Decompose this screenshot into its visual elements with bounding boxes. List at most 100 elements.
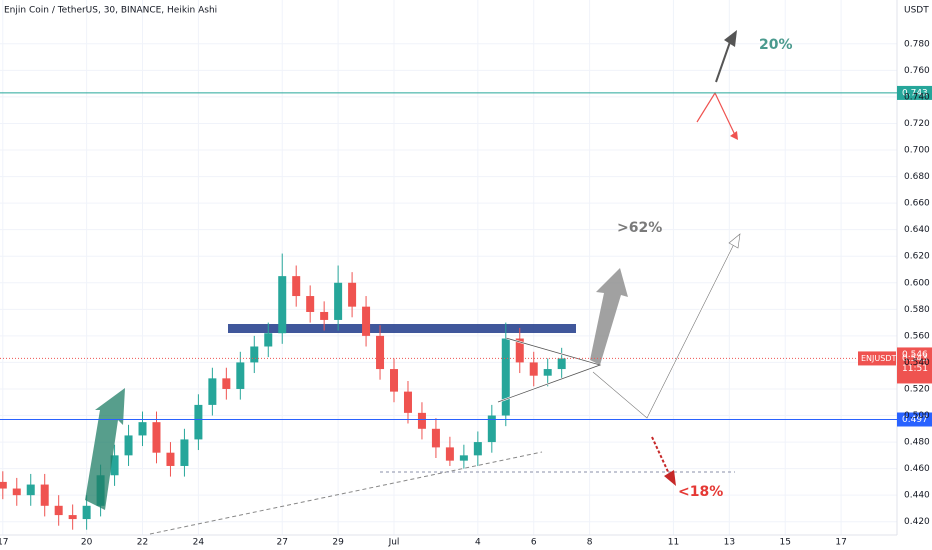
arrow-down-red-head: [664, 470, 676, 486]
trendline: [149, 451, 543, 535]
x-tick-label: 20: [81, 538, 93, 548]
x-tick-label: 24: [193, 538, 205, 548]
price-label-box: [897, 347, 932, 384]
y-tick-label: 0.740: [904, 92, 930, 102]
y-tick-label: 0.640: [904, 225, 930, 235]
x-tick-label: 6: [531, 538, 537, 548]
x-tick-label: 27: [277, 538, 288, 548]
arrow-up-top-head: [724, 30, 737, 47]
y-tick-label: 0.500: [904, 411, 930, 421]
projection-edge: [592, 237, 738, 419]
countdown: 11:51: [902, 364, 928, 374]
y-tick-label: 0.480: [904, 438, 930, 448]
x-tick-label: Jul: [388, 538, 400, 548]
candle-body: [334, 282, 343, 320]
arrow-down-red: [651, 436, 671, 477]
symbol-box: [858, 351, 896, 366]
x-tick-label: 13: [724, 538, 735, 548]
candle-body: [278, 276, 287, 334]
annotation: <18%: [678, 484, 723, 500]
candle-body: [348, 282, 357, 307]
arrow-up-gray: [590, 268, 628, 365]
candle-body: [208, 378, 217, 405]
candle-body: [264, 333, 273, 347]
projection-arrowhead: [728, 233, 741, 249]
candle-body: [138, 422, 147, 436]
y-tick-label: 0.760: [904, 66, 930, 76]
price-label: 0.546: [902, 350, 928, 360]
price-label: 0.497: [902, 415, 928, 425]
x-tick-label: 17: [835, 538, 846, 548]
y-tick-label: 0.600: [904, 278, 930, 288]
candle-body: [431, 428, 440, 448]
chart-title: Enjin Coin / TetherUS, 30, BINANCE, Heik…: [4, 6, 217, 16]
candle-body: [362, 306, 371, 336]
grid: [0, 0, 897, 535]
candle-body: [292, 276, 301, 297]
x-tick-label: 22: [137, 538, 148, 548]
candle-body: [501, 338, 510, 416]
x-tick-label: 4: [475, 538, 481, 548]
y-tick-label: 0.440: [904, 491, 930, 501]
x-tick-label: 15: [779, 538, 790, 548]
candle-body: [320, 311, 329, 320]
candle-body: [403, 391, 412, 413]
y-tick-label: 0.560: [904, 331, 930, 341]
candle-body: [390, 369, 399, 392]
candle-body: [180, 439, 189, 466]
arrow-up-top: [715, 41, 731, 83]
candle-body: [12, 488, 21, 496]
y-tick-label: 0.420: [904, 517, 930, 527]
y-tick-label: 0.720: [904, 119, 930, 129]
x-tick-label: 29: [332, 538, 344, 548]
y-tick-label: 0.540: [904, 358, 930, 368]
candle-body: [417, 412, 426, 429]
annotation: >62%: [617, 220, 662, 236]
candle-body: [487, 415, 496, 443]
zone: [228, 324, 576, 333]
y-unit: USDT: [904, 6, 929, 16]
candle-body: [445, 447, 454, 461]
candle-body: [306, 296, 315, 312]
y-tick-label: 0.660: [904, 199, 930, 209]
candle-body: [82, 505, 91, 520]
candle-body: [124, 435, 133, 456]
y-tick-label: 0.620: [904, 252, 930, 262]
price-label: 0.543: [902, 354, 928, 364]
candle-body: [166, 452, 175, 466]
y-tick-label: 0.520: [904, 384, 930, 394]
y-tick-label: 0.460: [904, 464, 930, 474]
candle-body: [222, 378, 231, 389]
candle-body: [236, 362, 245, 389]
x-tick-label: 8: [587, 538, 593, 548]
candle-body: [54, 505, 63, 516]
y-tick-label: 0.580: [904, 305, 930, 315]
candle-body: [376, 335, 385, 370]
candle-body: [515, 338, 524, 363]
x-tick-label: 11: [668, 538, 679, 548]
y-tick-label: 0.780: [904, 39, 930, 49]
candle-body: [250, 346, 259, 363]
candle-body: [110, 455, 119, 476]
price-label-box: [897, 85, 932, 100]
candle-body: [152, 422, 161, 453]
candle-body: [40, 484, 49, 506]
price-label: 0.743: [902, 88, 928, 98]
y-tick-label: 0.700: [904, 146, 930, 156]
candle-body: [194, 404, 203, 440]
candle-body: [0, 481, 7, 489]
annotation: 20%: [759, 37, 793, 53]
candle-body: [557, 358, 566, 370]
candle-body: [459, 455, 468, 461]
candle-body: [529, 362, 538, 376]
arrow-down-top-head: [730, 131, 738, 140]
x-tick-label: 17: [0, 538, 9, 548]
y-tick-label: 0.680: [904, 172, 930, 182]
arrow-up-green: [85, 388, 125, 510]
candle-body: [68, 515, 77, 520]
price-label-box: [897, 412, 932, 427]
candle-body: [26, 484, 35, 496]
candle-body: [543, 369, 552, 376]
